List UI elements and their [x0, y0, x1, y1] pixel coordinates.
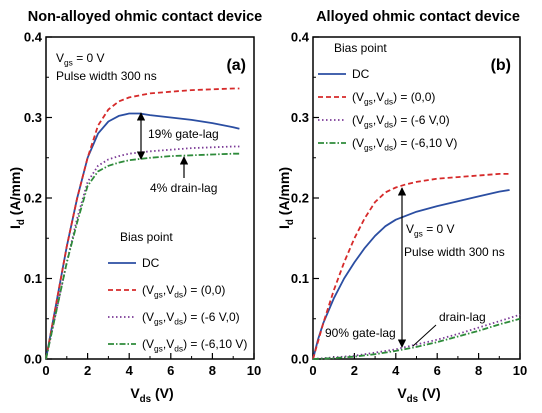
panel-b-series-bias-0-0 [312, 172, 510, 360]
panel-a-y-axis-label: Id​ (A/mm) [7, 167, 27, 229]
panel-a-y-tick-label-0.0: 0.0 [24, 352, 42, 367]
panel-b-x-tick-label-0: 0 [309, 363, 316, 378]
panel-a-x-tick-label-4: 4 [126, 363, 134, 378]
panel-a-y-tick-label-0.4: 0.4 [24, 30, 43, 45]
panel-b-title: Alloyed ohmic contact device [316, 9, 520, 25]
panel-b-y-tick-label-0.2: 0.2 [291, 191, 309, 206]
panel-a-legend-entry-neg6-10: (Vgs​,Vds​) = (-6,10 V) [142, 337, 247, 354]
panel-b-series [312, 172, 521, 360]
panel-a-series [45, 87, 240, 360]
panel-b: Alloyed ohmic contact device 0 2 4 6 8 100.00… [276, 9, 527, 405]
panel-a-y-tick-label-0.1: 0.1 [24, 271, 42, 286]
panel-a-legend: Bias point DC (Vgs​,Vds​) = (0,0) (Vgs​,… [108, 230, 247, 354]
panel-b-gate-lag-annotation: 90% gate-lag [325, 326, 396, 340]
panel-a-y-tick-label-0.3: 0.3 [24, 110, 42, 125]
panel-b-legend-title: Bias point [334, 41, 387, 55]
panel-b-legend-entry-neg6-0: (Vgs​,Vds​) = (-6 V,0) [352, 113, 450, 130]
panel-b-label: (b) [491, 57, 511, 74]
panel-b-x-tick-label-8: 8 [475, 363, 482, 378]
panel-b-y-axis-label: Id​ (A/mm) [276, 167, 296, 229]
panel-b-y-tick-label-0.1: 0.1 [291, 271, 309, 286]
panel-a-legend-entry-dc: DC [142, 256, 160, 270]
panel-a-series-bias-neg6-0 [45, 145, 240, 360]
panel-b-vgs-annotation: Vgs​ = 0 V [406, 222, 455, 239]
panel-a-x-tick-label-0: 0 [42, 363, 49, 378]
panel-b-ticks: 0 2 4 6 8 10 0.0 0.1 0.2 0.3 0.4 [291, 30, 527, 379]
panel-a-series-bias-neg6-10 [45, 152, 240, 360]
panel-b-series-dc [312, 189, 510, 360]
panel-a-vgs-annotation: Vgs​ = 0 V [56, 51, 105, 68]
panel-b-series-bias-neg6-0 [312, 313, 521, 360]
panel-a-x-tick-label-2: 2 [84, 363, 91, 378]
panel-b-x-tick-label-4: 4 [392, 363, 400, 378]
panel-b-x-tick-label-10: 10 [513, 363, 527, 378]
panel-a-title: Non-alloyed ohmic contact device [28, 9, 262, 25]
panel-b-y-tick-label-0.4: 0.4 [291, 30, 310, 45]
panel-a-gate-lag-annotation: 19% gate-lag [148, 127, 219, 141]
panel-a-x-tick-label-10: 10 [247, 363, 261, 378]
panel-b-drain-lag-annotation: drain-lag [439, 310, 486, 324]
panel-a-ticks: 0 2 4 6 8 10 0.0 0.1 0.2 0.3 0.4 [24, 30, 261, 379]
panel-a-legend-title: Bias point [120, 230, 173, 244]
panel-a-pulse-width-annotation: Pulse width 300 ns [56, 69, 157, 83]
panel-b-drain-lag-pointer [412, 324, 437, 347]
panel-b-legend-entry-neg6-10: (Vgs​,Vds​) = (-6,10 V) [352, 136, 457, 153]
panel-b-plot-frame [312, 36, 521, 360]
panel-a-series-bias-0-0 [45, 87, 240, 360]
panel-a-drain-lag-annotation: 4% drain-lag [150, 181, 217, 195]
panel-b-y-tick-label-0.0: 0.0 [291, 352, 309, 367]
panel-b-pulse-width-annotation: Pulse width 300 ns [404, 245, 505, 259]
panel-b-x-tick-label-6: 6 [434, 363, 441, 378]
panel-a-label: (a) [226, 57, 246, 74]
panel-b-y-tick-label-0.3: 0.3 [291, 110, 309, 125]
panel-a-x-tick-label-6: 6 [167, 363, 174, 378]
panel-a-x-tick-label-8: 8 [209, 363, 216, 378]
panel-a: Non-alloyed ohmic contact device 0 2 4 6 8 10… [7, 9, 262, 405]
panel-b-legend-entry-0-0: (Vgs​,Vds​) = (0,0) [352, 90, 435, 107]
panel-b-x-axis-label: Vds​ (V) [397, 385, 440, 405]
panel-a-legend-entry-0-0: (Vgs​,Vds​) = (0,0) [142, 283, 225, 300]
panel-a-x-axis-label: Vds​ (V) [130, 385, 173, 405]
panel-a-y-tick-label-0.2: 0.2 [24, 191, 42, 206]
panel-a-legend-entry-neg6-0: (Vgs​,Vds​) = (-6 V,0) [142, 310, 240, 327]
panel-b-legend: Bias point DC (Vgs​,Vds​) = (0,0) (Vgs​,… [318, 41, 457, 153]
panel-b-legend-entry-dc: DC [352, 67, 370, 81]
panel-b-series-bias-neg6-10 [312, 317, 521, 360]
panel-b-x-tick-label-2: 2 [351, 363, 358, 378]
